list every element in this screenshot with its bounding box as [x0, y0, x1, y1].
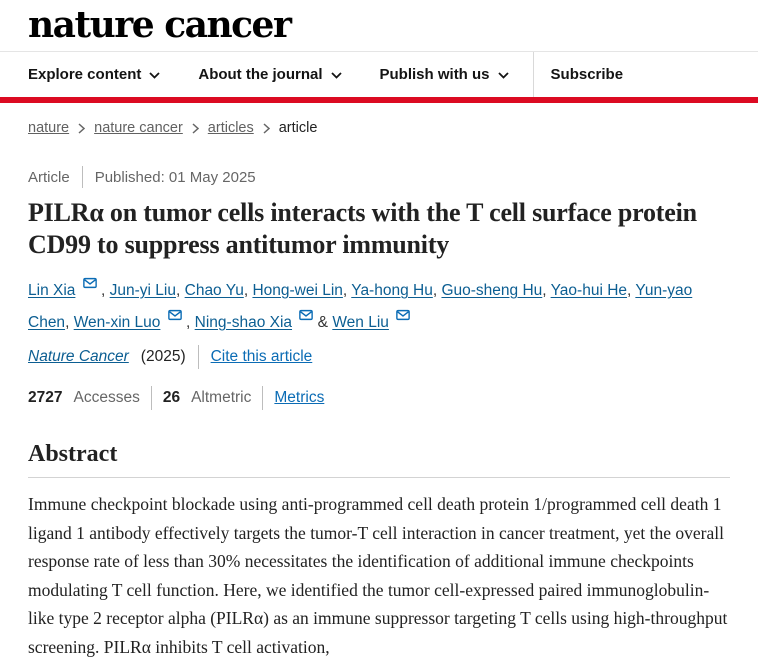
nav-label: About the journal: [198, 66, 323, 83]
altmetric-label: Altmetric: [191, 389, 252, 406]
author-link[interactable]: Jun-yi Liu: [109, 282, 176, 299]
author-separator: ,: [342, 282, 352, 299]
accesses-label: Accesses: [73, 389, 140, 406]
nav-label: Explore content: [28, 66, 142, 83]
author-link[interactable]: Lin Xia: [28, 282, 76, 299]
author-separator: ,: [627, 282, 636, 299]
divider: [197, 345, 199, 369]
nav-about-journal[interactable]: About the journal: [198, 52, 342, 97]
breadcrumb-current: article: [278, 120, 318, 136]
chevron-right-icon: [78, 122, 86, 134]
nav-divider: [532, 52, 534, 97]
author-list: Lin Xia , Jun-yi Liu, Chao Yu, Hong-wei …: [28, 275, 730, 339]
article-page: nature nature cancer articles article Ar…: [0, 120, 758, 661]
meta-divider: [81, 166, 83, 188]
breadcrumb: nature nature cancer articles article: [28, 120, 730, 136]
brand-accent-bar: [0, 97, 758, 103]
accesses-count: 2727: [28, 389, 63, 406]
author-separator: ,: [101, 282, 110, 299]
author-link[interactable]: Guo-sheng Hu: [441, 282, 543, 299]
author-link[interactable]: Yao-hui He: [550, 282, 628, 299]
author-separator: ,: [243, 282, 253, 299]
published-date: Published: 01 May 2025: [94, 168, 256, 186]
abstract-section: Abstract Immune checkpoint blockade usin…: [28, 440, 730, 661]
abstract-paragraph: Immune checkpoint blockade using anti-pr…: [28, 494, 728, 657]
author-link[interactable]: Wen Liu: [332, 314, 389, 331]
author-link[interactable]: Hong-wei Lin: [252, 282, 343, 299]
article-meta: Article Published: 01 May 2025: [28, 166, 730, 188]
site-header: nature cancer Explore content About the …: [0, 0, 758, 103]
article-type-label: Article: [28, 168, 70, 186]
journal-logo[interactable]: nature cancer: [28, 4, 292, 46]
nav-publish-with-us[interactable]: Publish with us: [380, 52, 509, 97]
nav-label: Subscribe: [550, 66, 624, 83]
author-link[interactable]: Wen-xin Luo: [73, 314, 161, 331]
email-envelope-icon[interactable]: [82, 277, 97, 289]
breadcrumb-link[interactable]: nature: [28, 120, 70, 136]
main-nav: Explore content About the journal Publis…: [0, 52, 758, 97]
email-envelope-icon[interactable]: [299, 309, 314, 321]
divider: [262, 386, 264, 410]
journal-link[interactable]: Nature Cancer: [28, 348, 129, 365]
author-separator: ,: [186, 314, 195, 331]
chevron-down-icon: [497, 72, 509, 79]
cite-article-link[interactable]: Cite this article: [210, 348, 313, 365]
breadcrumb-link[interactable]: articles: [207, 120, 254, 136]
abstract-heading: Abstract: [28, 441, 118, 467]
author-separator: ,: [176, 282, 185, 299]
author-link[interactable]: Chao Yu: [184, 282, 244, 299]
author-separator: ,: [432, 282, 442, 299]
metrics-row: 2727 Accesses 26 Altmetric Metrics: [28, 386, 730, 410]
chevron-right-icon: [263, 122, 270, 134]
author-ampersand: &: [317, 314, 333, 331]
breadcrumb-link[interactable]: nature cancer: [94, 120, 183, 136]
nav-explore-content[interactable]: Explore content: [28, 52, 160, 97]
altmetric-count: 26: [162, 389, 181, 406]
logo-bar: nature cancer: [0, 0, 758, 52]
chevron-down-icon: [330, 72, 342, 79]
email-envelope-icon[interactable]: [396, 309, 411, 321]
nav-subscribe[interactable]: Subscribe: [551, 52, 624, 97]
journal-citation-row: Nature Cancer (2025) Cite this article: [28, 344, 730, 370]
author-separator: ,: [542, 282, 551, 299]
author-separator: ,: [65, 314, 74, 331]
publication-year: (2025): [140, 348, 186, 365]
author-link[interactable]: Yun-yao Chen: [28, 282, 693, 331]
author-link[interactable]: Ya-hong Hu: [351, 282, 433, 299]
divider: [150, 386, 152, 410]
metrics-link[interactable]: Metrics: [274, 389, 325, 406]
chevron-right-icon: [192, 122, 199, 134]
author-link[interactable]: Ning-shao Xia: [194, 314, 293, 331]
nav-label: Publish with us: [379, 66, 490, 83]
article-title: PILRα on tumor cells interacts with the …: [28, 198, 697, 259]
email-envelope-icon[interactable]: [167, 309, 182, 321]
section-rule: [28, 477, 730, 478]
chevron-down-icon: [149, 72, 160, 79]
